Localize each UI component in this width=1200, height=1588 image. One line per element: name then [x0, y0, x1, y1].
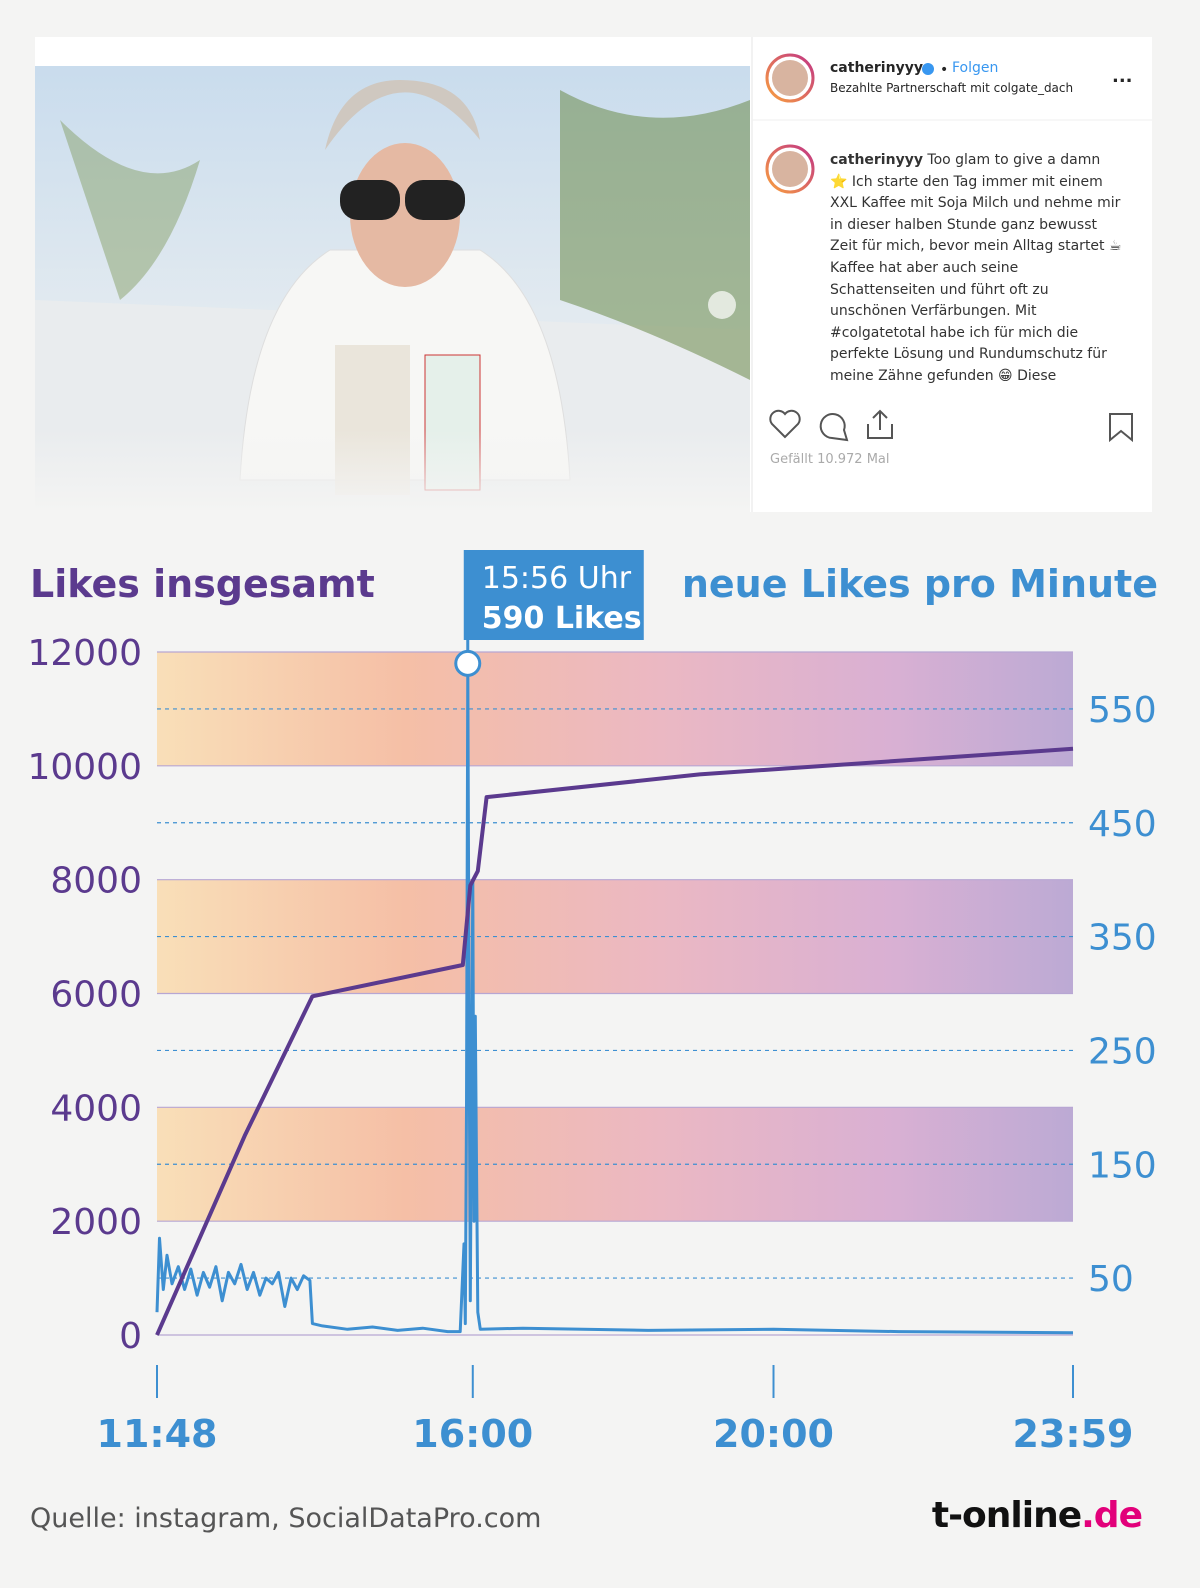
- source: Quelle: instagram, SocialDataPro.com: [30, 1503, 542, 1534]
- annotation-value: 590 Likes: [482, 601, 642, 636]
- more-button[interactable]: ...: [1112, 66, 1133, 87]
- y-tick-label: 10000: [27, 747, 142, 788]
- partnership: Bezahlte Partnerschaft mit colgate_dach: [830, 81, 1074, 95]
- line-series: [155, 746, 1074, 1336]
- photo-glasses: [340, 180, 400, 220]
- photo-palm: [60, 120, 200, 300]
- y2-tick-label: 50: [1088, 1259, 1134, 1300]
- x-tick-label: 23:59: [1013, 1412, 1134, 1456]
- brand: t-online.de: [931, 1495, 1143, 1536]
- username[interactable]: catherinyyy: [830, 60, 923, 76]
- caption: catherinyyy Too glam to give a damn ⭐ Ic…: [830, 150, 1122, 388]
- x-tick-label: 20:00: [713, 1412, 834, 1456]
- avatar-ring: [765, 53, 815, 103]
- y2-axis-title: neue Likes pro Minute: [682, 562, 1158, 606]
- avatar[interactable]: [772, 151, 808, 187]
- y-tick-label: 12000: [27, 633, 142, 674]
- verified-badge: [922, 63, 934, 75]
- separator: •: [940, 62, 948, 78]
- like-icon[interactable]: [769, 409, 801, 439]
- photo-plant: [560, 90, 750, 380]
- y-tick-label: 8000: [50, 861, 142, 902]
- x-tick-label: 11:48: [97, 1412, 218, 1456]
- y2-tick-label: 550: [1088, 690, 1157, 731]
- x-tick-label: 16:00: [412, 1412, 533, 1456]
- next-button[interactable]: [708, 291, 736, 319]
- line-series: [155, 661, 1074, 1335]
- share-icon[interactable]: [867, 409, 893, 439]
- caption-text: Too glam to give a damn ⭐ Ich starte den…: [830, 152, 1122, 384]
- follow-button[interactable]: Folgen: [952, 60, 999, 76]
- y2-tick-label: 150: [1088, 1145, 1157, 1186]
- photo-face: [350, 143, 460, 287]
- save-icon[interactable]: [1109, 413, 1133, 443]
- brand-name: t-online: [931, 1495, 1082, 1536]
- y-tick-label: 0: [119, 1316, 142, 1357]
- avatar[interactable]: [772, 60, 808, 96]
- y-tick-label: 4000: [50, 1088, 142, 1129]
- photo-glasses: [405, 180, 465, 220]
- y2-tick-label: 250: [1088, 1031, 1157, 1072]
- brand-tld: .de: [1081, 1495, 1143, 1536]
- avatar-ring: [765, 144, 815, 194]
- y-tick-label: 6000: [50, 975, 142, 1016]
- photo-fade: [35, 430, 750, 512]
- annotation-time: 15:56 Uhr: [482, 561, 632, 596]
- annotation-marker: [454, 649, 482, 677]
- y2-tick-label: 350: [1088, 918, 1157, 959]
- y-axis-title: Likes insgesamt: [30, 562, 375, 606]
- photo-towel: [325, 80, 480, 150]
- caption-user[interactable]: catherinyyy: [830, 152, 923, 168]
- annotation-box: [463, 550, 644, 640]
- comment-icon[interactable]: [819, 413, 849, 442]
- like-count: Gefällt 10.972 Mal: [770, 452, 890, 467]
- post-card: • ...: [35, 37, 1152, 512]
- y2-tick-label: 450: [1088, 804, 1157, 845]
- y-tick-label: 2000: [50, 1202, 142, 1243]
